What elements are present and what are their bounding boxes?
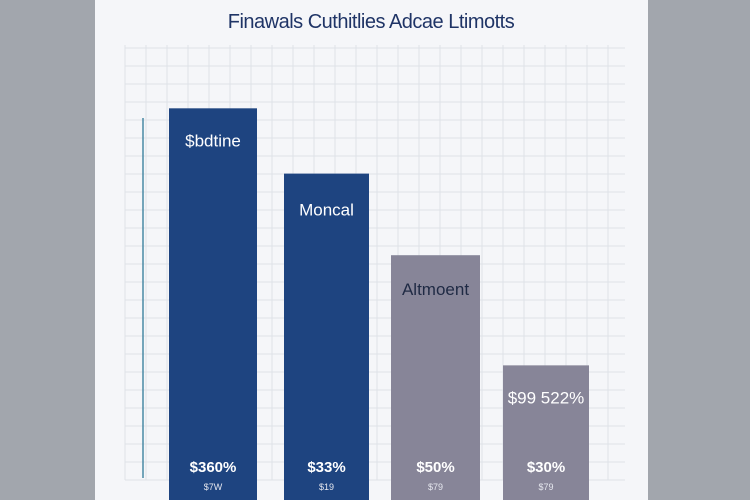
bar-category-label: Moncal [299,201,354,220]
bar-value-label: $360% [190,459,237,476]
bar-value-label: $33% [307,459,345,476]
bar-category-label: $bdtine [185,131,241,150]
bar [284,173,369,500]
bar-sub-label: $19 [319,482,334,492]
bar-sub-label: $79 [428,482,443,492]
bar-chart: Finawals Cuthitlies Adcae Ltimotts $bdti… [124,11,625,500]
bar [391,255,480,500]
bar-category-label: $99 522% [508,388,585,407]
bar-value-label: $30% [527,459,565,476]
bar-sub-label: $7W [204,482,223,492]
bar-category-label: Altmoent [402,280,469,299]
bar [169,108,257,500]
bar [503,365,589,500]
bar-value-label: $50% [416,459,454,476]
bar-sub-label: $79 [538,482,553,492]
chart-panel: Finawals Cuthitlies Adcae Ltimotts $bdti… [95,0,648,500]
chart-title: Finawals Cuthitlies Adcae Ltimotts [228,11,515,33]
